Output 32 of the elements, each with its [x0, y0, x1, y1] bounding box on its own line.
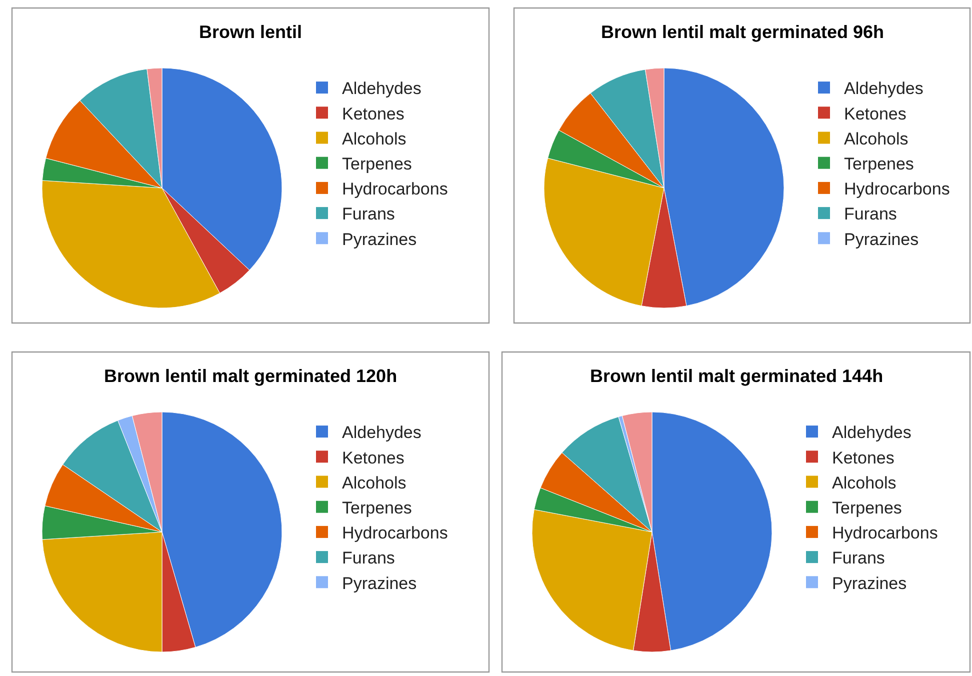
legend-label: Hydrocarbons	[844, 180, 950, 199]
legend-label: Hydrocarbons	[342, 524, 448, 543]
chart-title: Brown lentil malt germinated 120h	[104, 366, 398, 386]
legend-label: Alcohols	[832, 473, 896, 492]
legend-label: Aldehydes	[342, 423, 422, 442]
legend-label: Terpenes	[342, 154, 412, 174]
legend-label: Alcohols	[342, 473, 406, 492]
legend-label: Alcohols	[844, 129, 908, 148]
chart-title: Brown lentil malt germinated 144h	[590, 366, 884, 386]
legend-label: Furans	[832, 548, 885, 568]
legend-label: Ketones	[832, 448, 894, 468]
legend-label: Aldehydes	[832, 423, 912, 442]
legend-label: Aldehydes	[844, 79, 924, 98]
chart-title: Brown lentil malt germinated 96h	[601, 22, 884, 42]
legend-label: Hydrocarbons	[832, 524, 938, 543]
legend-label: Pyrazines	[342, 574, 417, 593]
legend-label: Pyrazines	[844, 230, 919, 249]
legend-label: Ketones	[342, 448, 404, 468]
legend-label: Aldehydes	[342, 79, 422, 98]
chart-title: Brown lentil	[199, 22, 302, 42]
legend-label: Terpenes	[342, 498, 412, 518]
legend-label: Furans	[342, 204, 395, 224]
legend-label: Terpenes	[832, 498, 902, 518]
legend-label: Furans	[342, 548, 395, 568]
legend-label: Alcohols	[342, 129, 406, 148]
legend-label: Pyrazines	[342, 230, 417, 249]
legend-label: Ketones	[342, 104, 404, 124]
legend-label: Pyrazines	[832, 574, 907, 593]
legend-label: Ketones	[844, 104, 906, 124]
legend-label: Terpenes	[844, 154, 914, 174]
legend-label: Furans	[844, 204, 897, 224]
legend-label: Hydrocarbons	[342, 180, 448, 199]
